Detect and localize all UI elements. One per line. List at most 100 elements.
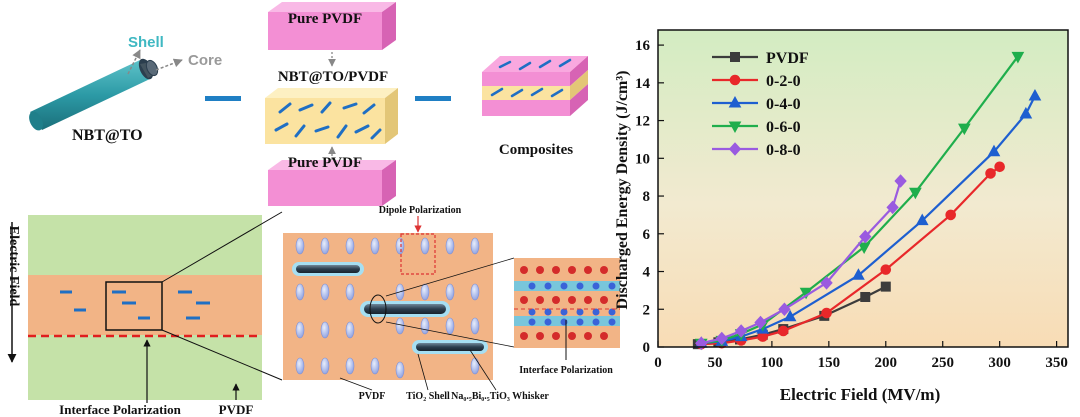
data-point [859, 229, 872, 244]
core-pointer [155, 58, 183, 71]
fabrication-schematic: Shell Core NBT@TO Pure PVDF NBT@TO/PVDF [29, 2, 588, 206]
process-arrow-2 [415, 96, 451, 101]
plot-frame [657, 29, 1069, 348]
whisker-label: Na₀.₅Bi₀.₅TiO₃ Whisker [451, 391, 549, 402]
y-tick-label: 14 [635, 76, 651, 92]
dipole-label: Dipole Polarization [379, 205, 462, 216]
series-0-8-0 [695, 174, 907, 350]
bottom-pvdf-layer [268, 160, 396, 206]
legend-label: 0-2-0 [766, 73, 801, 90]
data-point [994, 161, 1005, 173]
zoom-box [105, 281, 163, 331]
data-point [860, 291, 871, 302]
fiber-label: NBT@TO [72, 127, 143, 144]
legend-marker [730, 52, 740, 62]
polarization-mechanism: Electric Field Interface Polarization PV… [6, 205, 620, 417]
y-axis-label: Discharged Energy Density (J/cm³) [614, 71, 631, 310]
pvdf-label: PVDF [219, 402, 254, 417]
legend-label: 0-4-0 [766, 96, 801, 113]
composites-label: Composites [499, 142, 573, 158]
y-tick-label: 0 [643, 340, 651, 356]
data-point [985, 168, 996, 179]
focus-line-1 [385, 257, 515, 297]
dipole-highlight-box [400, 233, 436, 275]
legend-marker [729, 74, 741, 86]
nbt-to-fiber [29, 58, 159, 131]
data-point [852, 268, 865, 280]
series-0-2-0 [695, 161, 1005, 350]
legend-marker [728, 142, 742, 156]
zoom-pvdf-label: PVDF [359, 391, 386, 402]
pvdf-top-region [28, 215, 262, 275]
y-tick-label: 16 [635, 38, 651, 54]
shell-label: Shell [128, 34, 164, 51]
series-layer [692, 51, 1042, 351]
series-line [701, 95, 1036, 345]
tio2-pointer [417, 353, 429, 391]
data-point [1011, 51, 1025, 64]
top-pvdf-label: Pure PVDF [288, 11, 362, 27]
data-point [880, 264, 892, 275]
legend-label: 0-6-0 [766, 119, 801, 136]
y-tick-label: 6 [643, 227, 651, 243]
legend: PVDF 0-2-0 0-4-0 0-6-0 0-8-0 [712, 50, 809, 159]
fiber-dashes [60, 290, 210, 320]
data-point [886, 200, 899, 215]
top-pvdf-layer [268, 2, 396, 50]
dipoles [295, 237, 480, 379]
interface-label: Interface Polarization [59, 402, 181, 417]
core-label: Core [188, 52, 222, 69]
electric-field-label: Electric Field [6, 226, 21, 307]
process-arrow-1 [205, 96, 241, 101]
data-point [754, 315, 767, 330]
legend-item: 0-2-0 [712, 73, 801, 90]
data-point [778, 302, 791, 317]
legend-item: 0-4-0 [712, 95, 801, 113]
data-point [783, 309, 797, 322]
legend-item: 0-8-0 [712, 142, 801, 159]
series-line [701, 165, 1001, 346]
middle-label: NBT@TO/PVDF [278, 69, 388, 85]
data-point [777, 325, 789, 337]
legend-item: PVDF [712, 50, 809, 67]
x-tick-label: 100 [761, 355, 784, 371]
axis-ticks: 0 50 100 150 200 250 300 350 0 2 4 6 8 10 12 14 16 [635, 38, 1068, 371]
data-point [715, 331, 728, 346]
pvdf-bottom-region [28, 335, 262, 400]
x-tick-label: 300 [988, 355, 1011, 371]
interface-focus-ellipse [369, 294, 387, 324]
x-tick-label: 50 [707, 355, 722, 371]
zoom-pvdf-pointer [339, 377, 373, 391]
legend-marker [728, 95, 742, 108]
data-point [909, 187, 922, 200]
data-point [821, 307, 832, 319]
data-point [695, 336, 708, 350]
data-point [894, 174, 907, 188]
legend-label: PVDF [766, 50, 809, 67]
x-tick-label: 350 [1045, 355, 1068, 371]
y-tick-label: 8 [643, 189, 651, 205]
focus-line-2 [385, 321, 515, 348]
whisker-pointer [469, 349, 497, 391]
zoom-line-top [161, 211, 283, 283]
data-point [857, 242, 871, 255]
data-point [945, 209, 956, 221]
y-tick-label: 12 [635, 114, 650, 130]
data-point [734, 324, 748, 338]
y-tick-label: 4 [643, 265, 651, 281]
legend-marker [728, 121, 742, 134]
composite-region [28, 275, 262, 335]
x-tick-label: 200 [875, 355, 898, 371]
shell-pointer [127, 49, 141, 75]
data-point [958, 123, 971, 136]
legend-item: 0-6-0 [712, 119, 801, 136]
bottom-pvdf-label: Pure PVDF [288, 155, 362, 171]
whisker-rods [292, 262, 488, 354]
tio2-shell-label: TiO₂ Shell [406, 391, 450, 402]
composite-sandwich [482, 56, 588, 116]
x-axis-label: Electric Field (MV/m) [780, 385, 941, 404]
data-point [915, 213, 929, 226]
interface-zoom-label: Interface Polarization [519, 365, 613, 376]
data-point [987, 144, 1001, 157]
